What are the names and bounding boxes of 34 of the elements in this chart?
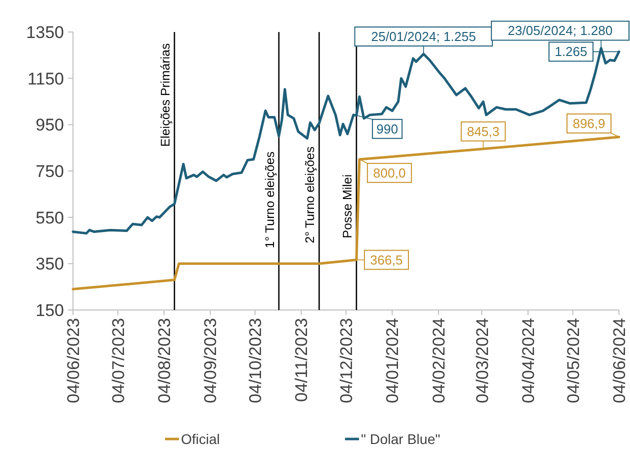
x-tick-label: 04/06/2023 xyxy=(64,318,83,404)
x-tick-label: 04/02/2024 xyxy=(429,318,448,404)
x-tick-label: 04/10/2023 xyxy=(246,318,265,404)
x-tick-label: 04/03/2024 xyxy=(472,318,492,404)
annotation: 23/05/2024; 1.280 xyxy=(508,23,613,38)
legend-label: " Dolar Blue" xyxy=(361,431,440,447)
y-tick-label: 1150 xyxy=(27,69,64,88)
x-tick-label: 04/04/2024 xyxy=(519,318,538,404)
y-tick-label: 750 xyxy=(36,162,64,181)
y-tick-label: 1350 xyxy=(26,23,64,42)
x-tick-label: 04/11/2023 xyxy=(292,318,312,402)
annotation: 896,9 xyxy=(572,116,606,131)
annotation: 845,3 xyxy=(466,124,500,139)
annotation: 1.265 xyxy=(554,44,588,60)
y-tick-label: 950 xyxy=(36,116,64,135)
x-tick-label: 04/07/2023 xyxy=(108,318,128,404)
x-tick-label: 04/09/2023 xyxy=(201,318,220,404)
annotation: 800,0 xyxy=(373,165,406,180)
y-tick-label: 150 xyxy=(36,301,64,320)
ref-line-label: Eleições Primárias xyxy=(158,43,172,147)
x-tick-label: 04/01/2024 xyxy=(383,318,402,404)
y-tick-label: 550 xyxy=(36,208,64,228)
annotation: 366,5 xyxy=(370,252,403,268)
x-tick-label: 04/06/2024 xyxy=(610,318,629,404)
ref-line-label: Posse Milei xyxy=(340,174,354,238)
legend-label: Oficial xyxy=(181,431,220,447)
y-tick-label: 350 xyxy=(36,254,64,274)
x-tick-label: 04/05/2024 xyxy=(564,318,583,404)
annotation: 25/01/2024; 1.255 xyxy=(371,29,476,44)
ref-line-label: 2° Turno eleições xyxy=(303,146,318,244)
annotation: 990 xyxy=(376,121,398,136)
ref-line-label: 1° Turno eleições xyxy=(262,151,277,248)
x-tick-label: 04/12/2023 xyxy=(337,318,356,404)
x-tick-label: 04/08/2023 xyxy=(155,318,174,404)
